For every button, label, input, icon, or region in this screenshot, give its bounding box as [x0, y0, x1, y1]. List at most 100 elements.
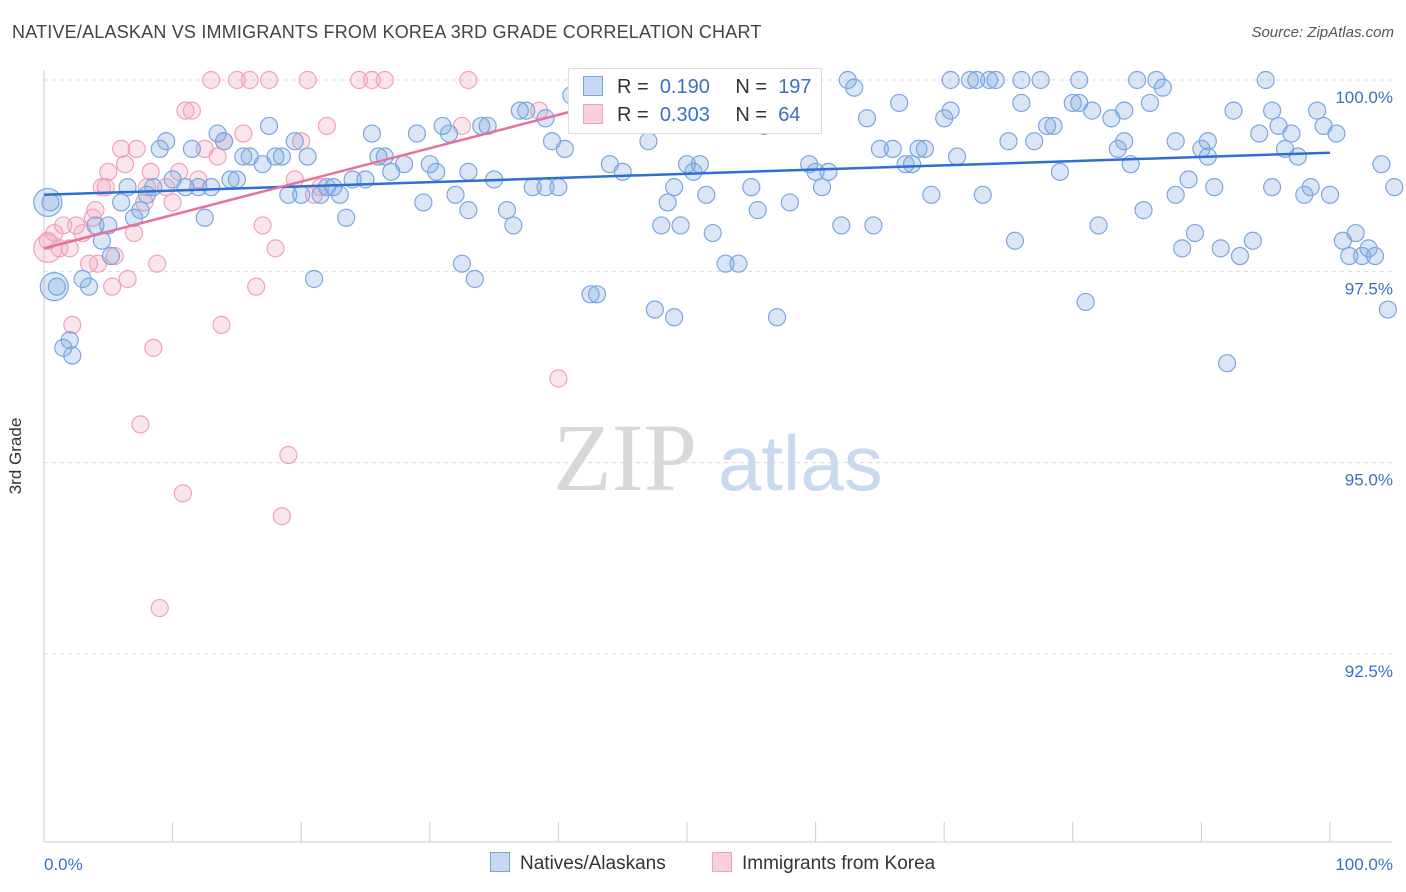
natives-point	[613, 162, 632, 181]
y-tick-label: 97.5%	[1345, 279, 1393, 298]
korea-point	[362, 70, 382, 90]
natives-point	[1365, 246, 1385, 266]
korea-point	[375, 70, 394, 90]
korea-point	[208, 147, 227, 166]
legend-label-natives: Natives/Alaskans	[520, 853, 666, 874]
natives-point	[748, 201, 767, 220]
natives-point	[587, 285, 607, 304]
korea-point	[103, 277, 122, 296]
natives-point	[1037, 116, 1057, 136]
korea-point	[86, 201, 105, 220]
natives-point	[690, 155, 709, 174]
natives-point	[1346, 223, 1365, 243]
natives-point	[1282, 124, 1301, 143]
natives-point	[1263, 178, 1282, 197]
natives-point	[697, 185, 716, 204]
natives-point	[909, 139, 928, 158]
natives-point	[1327, 124, 1346, 143]
korea-point	[279, 445, 298, 465]
natives-point	[394, 155, 414, 174]
korea-point	[317, 116, 337, 136]
natives-point	[742, 178, 761, 197]
natives-point	[980, 70, 999, 90]
natives-point	[1320, 185, 1340, 204]
watermark-atlas: atlas	[718, 419, 883, 507]
legend-n-value: 197	[778, 76, 812, 98]
natives-point	[767, 308, 787, 327]
natives-point	[157, 132, 176, 151]
natives-point	[1166, 185, 1185, 204]
natives-point	[272, 147, 292, 166]
watermark: ZIP atlas	[553, 404, 883, 511]
natives-point	[1005, 231, 1025, 250]
natives-point	[864, 216, 883, 235]
natives-point	[729, 254, 748, 273]
y-tick-labels: 92.5% 95.0% 97.5% 100.0%	[1335, 88, 1393, 681]
natives-point	[536, 178, 555, 197]
natives-point	[1301, 178, 1320, 197]
natives-point	[896, 155, 915, 174]
korea-point	[99, 162, 118, 181]
natives-point-large	[33, 187, 63, 218]
natives-point	[1115, 132, 1134, 151]
axes	[43, 70, 1392, 843]
natives-point	[182, 139, 201, 158]
natives-point	[999, 132, 1018, 151]
korea-point	[549, 369, 568, 388]
natives-point	[658, 193, 677, 212]
y-tick-label: 100.0%	[1335, 88, 1393, 107]
x-tick-label: 100.0%	[1335, 855, 1393, 874]
korea-point	[253, 216, 272, 235]
natives-point	[973, 185, 992, 204]
korea-point	[115, 155, 135, 174]
korea-point	[131, 415, 150, 434]
korea-point	[247, 277, 266, 296]
natives-point	[986, 70, 1005, 90]
natives-point	[652, 216, 671, 235]
natives-point	[902, 155, 922, 174]
natives-point	[671, 216, 690, 235]
natives-point	[819, 162, 838, 181]
natives-point	[189, 178, 208, 197]
korea-point	[459, 70, 478, 90]
natives-point	[1340, 246, 1359, 266]
natives-point	[259, 116, 279, 136]
trend-lines	[43, 90, 1331, 250]
natives-point	[60, 331, 79, 350]
natives-point	[439, 124, 459, 143]
natives-point	[665, 308, 684, 327]
natives-point	[1308, 101, 1327, 120]
korea-point	[240, 70, 259, 90]
natives-point	[1076, 292, 1095, 312]
korea-point	[60, 239, 79, 258]
korea-point	[144, 338, 163, 357]
natives-point	[1230, 246, 1250, 266]
natives-point	[1134, 201, 1153, 220]
natives-point	[890, 93, 909, 113]
korea-point	[349, 70, 369, 90]
natives-point	[459, 162, 478, 181]
natives-point	[703, 223, 722, 243]
natives-point	[1224, 101, 1243, 120]
natives-trend-line	[43, 151, 1331, 197]
natives-point	[1063, 93, 1082, 113]
legend-row-natives: R = 0.190 N = 197	[583, 74, 812, 100]
natives-point	[870, 139, 890, 158]
korea-point	[63, 315, 82, 335]
legend-swatch-pink	[583, 104, 603, 124]
natives-point	[1218, 354, 1237, 373]
korea-point	[272, 507, 292, 526]
korea-point	[118, 269, 137, 289]
legend-n-value: 64	[778, 104, 801, 126]
korea-point	[173, 484, 192, 503]
legend-r-value: 0.303	[659, 104, 710, 126]
natives-point	[285, 132, 304, 151]
natives-point	[639, 132, 658, 151]
korea-trend-line	[43, 90, 649, 250]
legend-item-korea: Immigrants from Korea	[712, 852, 935, 875]
natives-point	[1211, 239, 1230, 258]
korea-point	[105, 246, 124, 266]
natives-point	[947, 147, 967, 166]
watermark-zip: ZIP	[553, 404, 697, 511]
korea-point	[298, 70, 317, 90]
